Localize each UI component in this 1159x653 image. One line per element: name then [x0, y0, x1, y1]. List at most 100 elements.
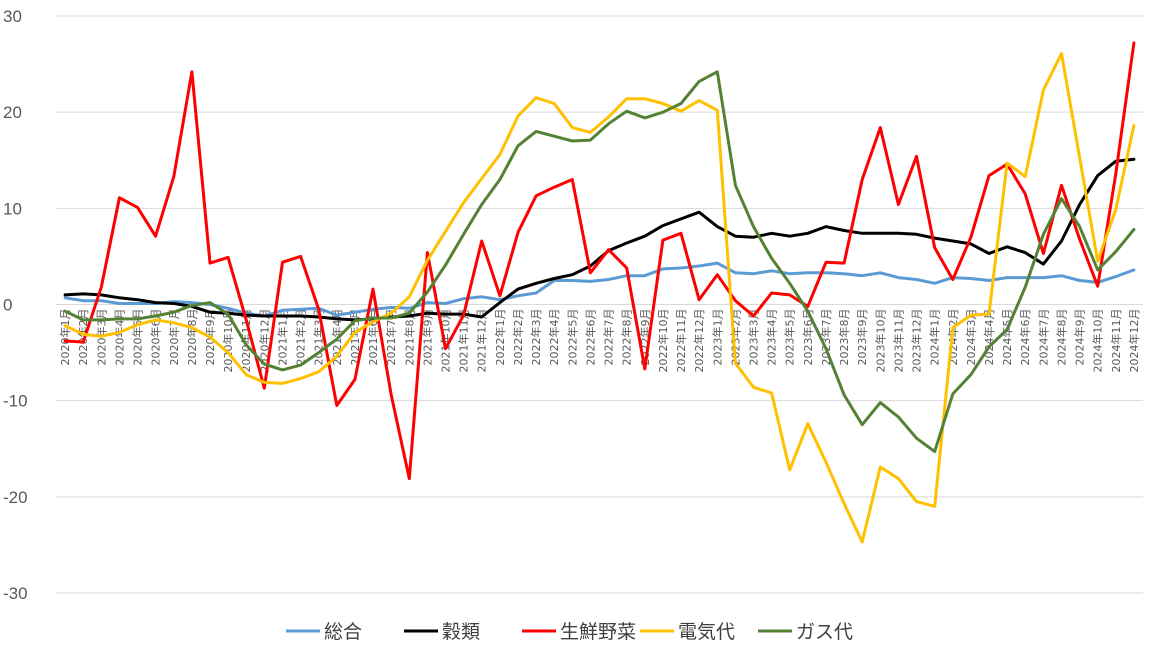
data-point: [843, 272, 846, 275]
data-point: [1096, 174, 1099, 177]
data-point: [480, 295, 483, 298]
data-point: [100, 318, 103, 321]
data-point: [517, 115, 520, 118]
data-point: [299, 315, 302, 318]
data-point: [498, 294, 501, 297]
data-point: [245, 343, 248, 346]
data-point: [136, 317, 139, 320]
data-point: [625, 267, 628, 270]
data-point: [353, 378, 356, 381]
x-tick-label: 2021年2月: [294, 309, 308, 366]
data-point: [988, 313, 991, 316]
data-point: [408, 295, 411, 298]
data-point: [607, 278, 610, 281]
x-tick-label: 2020年4月: [112, 309, 126, 366]
data-point: [988, 252, 991, 255]
data-point: [426, 312, 429, 315]
data-point: [680, 217, 683, 220]
data-point: [118, 196, 121, 199]
x-tick-label: 2022年5月: [565, 309, 579, 366]
data-point: [426, 259, 429, 262]
data-point: [480, 203, 483, 206]
data-point: [643, 274, 646, 277]
legend: 総合 穀類 生鮮野菜 電気代 ガス代: [286, 621, 853, 643]
data-point: [571, 178, 574, 181]
data-point: [1042, 89, 1045, 92]
data-point: [444, 230, 447, 233]
x-tick-label: 2023年7月: [819, 309, 833, 366]
data-point: [1060, 184, 1063, 187]
data-point: [263, 387, 266, 390]
data-point: [1024, 251, 1027, 254]
data-point: [698, 265, 701, 268]
data-point: [716, 262, 719, 265]
data-point: [607, 122, 610, 125]
data-point: [1024, 175, 1027, 178]
legend-label: 穀類: [442, 621, 480, 643]
data-point: [64, 340, 67, 343]
data-point: [118, 302, 121, 305]
data-point: [770, 257, 773, 260]
data-point: [390, 317, 393, 320]
data-point: [408, 477, 411, 480]
data-point: [698, 298, 701, 301]
data-point: [897, 416, 900, 419]
data-point: [589, 280, 592, 283]
data-point: [136, 206, 139, 209]
data-point: [553, 102, 556, 105]
data-point: [607, 248, 610, 251]
data-point: [897, 203, 900, 206]
x-tick-label: 2023年1月: [710, 309, 724, 366]
data-point: [444, 313, 447, 316]
legend-label: 生鮮野菜: [560, 621, 636, 643]
data-point: [788, 468, 791, 471]
data-point: [680, 110, 683, 113]
data-point: [1078, 156, 1081, 159]
data-point: [752, 386, 755, 389]
data-point: [1114, 172, 1117, 175]
data-point: [752, 236, 755, 239]
data-point: [1132, 158, 1135, 161]
series-line: [63, 52, 1136, 544]
y-tick-label: -30: [3, 584, 28, 603]
data-point: [517, 288, 520, 291]
data-point: [1042, 252, 1045, 255]
x-tick-label: 2021年9月: [420, 309, 434, 366]
data-point: [897, 477, 900, 480]
data-point: [933, 246, 936, 249]
x-tick-label: 2023年4月: [765, 309, 779, 366]
data-point: [806, 310, 809, 313]
data-point: [408, 307, 411, 310]
data-point: [335, 355, 338, 358]
data-point: [317, 351, 320, 354]
data-point: [788, 293, 791, 296]
data-point: [698, 80, 701, 83]
data-point: [118, 331, 121, 334]
data-point: [680, 267, 683, 270]
x-tick-label: 2023年12月: [910, 309, 924, 373]
series-line: [63, 70, 1136, 454]
data-point: [1006, 276, 1009, 279]
data-point: [281, 368, 284, 371]
x-tick-label: 2023年6月: [801, 309, 815, 366]
data-point: [951, 240, 954, 243]
data-point: [444, 302, 447, 305]
legend-label: 総合: [324, 621, 362, 643]
data-point: [209, 311, 212, 314]
data-point: [299, 255, 302, 258]
data-point: [698, 99, 701, 102]
data-point: [698, 211, 701, 214]
data-point: [571, 279, 574, 282]
data-point: [172, 175, 175, 178]
x-tick-label: 2022年3月: [529, 309, 543, 366]
x-tick-label: 2024年10月: [1091, 309, 1105, 373]
data-point: [553, 277, 556, 280]
data-point: [825, 461, 828, 464]
data-point: [734, 235, 737, 238]
x-tick-label: 2024年9月: [1073, 309, 1087, 366]
x-tick-label: 2024年11月: [1109, 309, 1123, 373]
data-point: [209, 301, 212, 304]
data-point: [172, 311, 175, 314]
data-point: [281, 382, 284, 385]
data-point: [571, 273, 574, 276]
